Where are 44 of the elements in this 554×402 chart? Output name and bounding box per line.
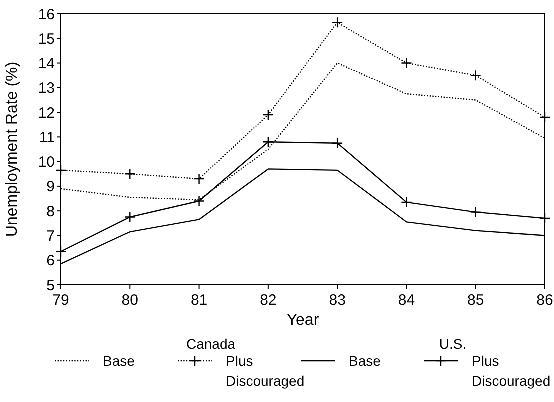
x-tick-label: 86 — [536, 292, 554, 309]
point — [194, 173, 205, 185]
y-tick-label: 10 — [38, 154, 55, 172]
point — [124, 212, 136, 223]
point — [470, 206, 482, 218]
y-tick-label: 8 — [46, 203, 55, 220]
y-tick-label: 7 — [46, 228, 55, 245]
point — [124, 168, 136, 180]
x-tick-label: 79 — [52, 292, 70, 309]
x-tick-label: 83 — [329, 292, 346, 309]
y-tick-label: 16 — [38, 6, 55, 24]
x-tick-label: 82 — [260, 292, 277, 309]
point — [539, 112, 551, 124]
point — [194, 196, 205, 207]
text: U.S. — [439, 336, 467, 352]
x-tick-label: 80 — [122, 292, 138, 309]
point — [539, 212, 551, 224]
point — [55, 246, 67, 258]
y-tick-label: 15 — [38, 30, 55, 48]
legend-label: Base — [103, 353, 136, 369]
y-tick-label: 11 — [39, 129, 55, 146]
point — [262, 136, 274, 148]
y-tick-label: 12 — [38, 104, 55, 122]
x-axis-title: Year — [286, 312, 320, 329]
legend-label: Plus Discouraged — [472, 353, 551, 389]
y-tick-label: 9 — [46, 178, 55, 196]
point — [401, 196, 412, 208]
y-tick-label: 5 — [46, 277, 55, 294]
x-tick-label: 81 — [190, 292, 208, 309]
y-tick-label: 13 — [38, 80, 55, 98]
x-tick-label: 84 — [398, 292, 416, 309]
legend-label: Base — [349, 353, 382, 369]
point — [332, 138, 344, 149]
y-tick-label: 14 — [38, 56, 55, 73]
text: Canada — [186, 336, 236, 352]
point — [55, 164, 67, 176]
point — [470, 70, 482, 82]
point — [401, 58, 412, 69]
legend-label: Plus Discouraged — [226, 353, 305, 389]
x-tick-label: 85 — [468, 292, 484, 309]
point — [262, 109, 274, 121]
point — [332, 17, 344, 28]
y-tick-label: 6 — [46, 252, 55, 270]
y-axis-title: Unemployment Rate (%) — [4, 62, 21, 238]
